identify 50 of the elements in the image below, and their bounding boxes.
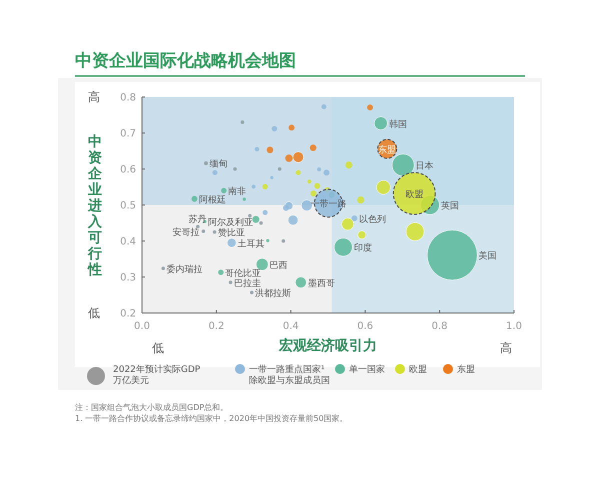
- text: 1. 一带一路合作协议或备忘录缔约国家中，2020年中国投资存量前50国家。: [75, 414, 348, 423]
- y-tick-label: 0.6: [120, 164, 136, 176]
- annotation: 委内瑞拉: [166, 264, 202, 275]
- annotation: 哥伦比亚: [225, 268, 262, 279]
- text: 注：国家组合气泡大小取成员国GDP总和。: [75, 403, 228, 412]
- y-tick-label: 0.2: [120, 308, 136, 320]
- text: 高: [88, 90, 100, 104]
- annotation: 印度: [354, 242, 372, 254]
- y-tick-label: 0.4: [120, 236, 136, 248]
- annotation: 巴西: [270, 260, 288, 271]
- annotation: 韩国: [388, 118, 407, 130]
- x-tick-label: 0.0: [134, 321, 150, 332]
- annotation: 欧盟: [405, 188, 424, 200]
- annotation: 东盟: [378, 144, 396, 156]
- annotation: 阿根廷: [198, 194, 226, 206]
- annotation: 墨西哥: [308, 278, 335, 289]
- x-tick-label: 0.6: [357, 321, 374, 332]
- annotation: 阿尔及利亚: [208, 217, 253, 228]
- annotation: 日本: [416, 160, 434, 172]
- annotation: 美国: [478, 250, 497, 262]
- annotation: 赞比亚: [218, 228, 245, 238]
- legend-label: 欧盟: [409, 364, 427, 375]
- x-tick-label: 0.4: [282, 321, 299, 332]
- annotation: 南非: [228, 186, 246, 198]
- text: 中资企业进入可行性: [88, 134, 102, 278]
- legend-title: 2022年预计实际GDP 万亿美元: [113, 364, 201, 386]
- annotation: 一带一路: [310, 198, 346, 210]
- x-axis-title: 宏观经济吸引力: [278, 337, 377, 354]
- annotation: 洪都拉斯: [255, 288, 292, 299]
- x-tick-label: 0.8: [432, 321, 448, 332]
- legend-label: 东盟: [457, 364, 475, 375]
- y-tick-label: 0.8: [120, 92, 136, 104]
- x-tick-label: 1.0: [506, 321, 522, 332]
- annotation: 以色列: [358, 214, 386, 225]
- annotation: 苏丹: [188, 214, 207, 225]
- legend-label: 单一国家: [349, 364, 385, 375]
- annotation: 巴拉圭: [234, 278, 261, 289]
- annotation: 土耳其: [238, 238, 265, 250]
- text: 低: [88, 306, 100, 320]
- annotation: 英国: [440, 200, 459, 212]
- annotation: 安哥拉: [172, 226, 200, 238]
- chart-title: 中资企业国际化战略机会地图: [75, 51, 296, 71]
- text: 高: [500, 341, 512, 355]
- y-tick-label: 0.7: [120, 128, 136, 140]
- y-tick-label: 0.5: [120, 200, 136, 212]
- annotation: 缅甸: [209, 158, 228, 170]
- text: 低: [152, 341, 164, 355]
- y-tick-label: 0.3: [120, 272, 136, 284]
- legend-label: 一带一路重点国家¹ 除欧盟与东盟成员国: [249, 364, 330, 386]
- x-tick-label: 0.2: [208, 321, 224, 332]
